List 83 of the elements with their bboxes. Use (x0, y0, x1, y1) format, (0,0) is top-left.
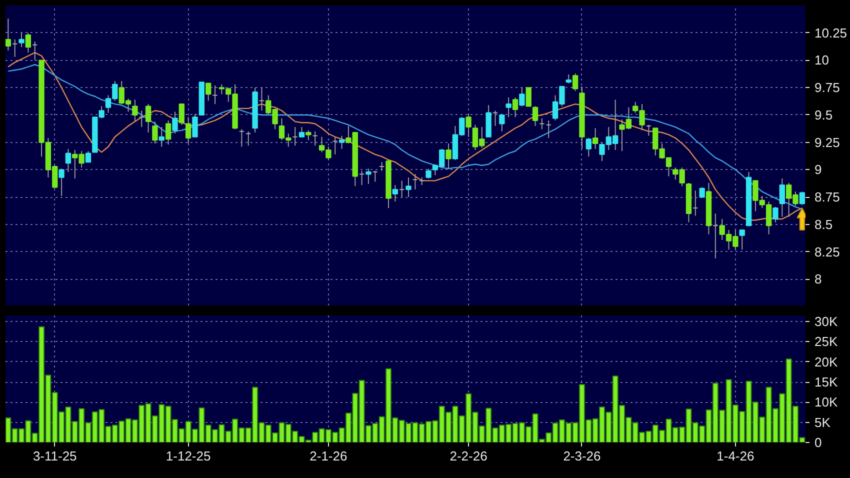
candlestick (172, 111, 178, 134)
y-tick-label: 20K (814, 354, 838, 370)
candlestick (512, 96, 518, 118)
candlestick (25, 32, 32, 54)
candlestick (238, 128, 245, 148)
y-tick-label: 10K (814, 394, 838, 410)
candlestick (292, 126, 298, 146)
candlestick (332, 136, 338, 155)
x-tick-label: 1-4-26 (716, 448, 754, 464)
candlestick (206, 82, 212, 102)
candlestick (412, 174, 418, 190)
candlestick (799, 191, 805, 206)
y-tick-label: 8.25 (814, 244, 840, 260)
candlestick (145, 104, 152, 134)
x-tick-label: 2-3-26 (563, 448, 601, 464)
candlestick (492, 110, 498, 126)
candlestick (132, 99, 138, 122)
candlestick (546, 120, 552, 138)
candlestick (499, 113, 505, 132)
candlestick (646, 124, 652, 136)
y-tick-label: 0 (814, 435, 822, 450)
candlestick (712, 213, 718, 259)
candlestick (178, 104, 184, 126)
y-tick-label: 8.5 (814, 216, 833, 232)
candlestick (779, 178, 785, 218)
candlestick (306, 130, 312, 141)
y-tick-label: 5K (814, 414, 831, 430)
candlestick (258, 87, 265, 112)
y-tick-label: 15K (814, 374, 838, 390)
candlestick (165, 120, 172, 146)
candlestick (398, 180, 405, 198)
candlestick (32, 41, 38, 61)
candlestick (18, 32, 24, 48)
candlestick (446, 142, 452, 170)
candlestick (392, 184, 398, 202)
y-tick-label: 9 (814, 162, 822, 178)
candlestick (526, 87, 532, 107)
candlestick (138, 110, 144, 128)
y-tick-label: 9.5 (814, 107, 833, 122)
y-tick-label: 9.25 (814, 134, 840, 150)
candlestick (58, 168, 64, 197)
candlestick (692, 190, 698, 216)
x-tick-label: 2-2-26 (450, 448, 488, 464)
candlestick (519, 87, 525, 107)
candlestick (358, 170, 365, 186)
candlestick (6, 18, 12, 51)
y-tick-label: 8.75 (814, 190, 840, 205)
candlestick (338, 135, 345, 150)
x-tick-label: 1-12-25 (166, 448, 211, 464)
candlestick (185, 116, 192, 144)
candlestick (298, 126, 305, 138)
candlestick (406, 176, 412, 198)
candlestick (212, 84, 218, 105)
candlestick (158, 126, 164, 148)
candlestick (532, 106, 538, 126)
candlestick (699, 186, 705, 198)
candlestick (539, 118, 545, 130)
candlestick (466, 113, 472, 138)
candlestick (366, 168, 372, 184)
candlestick (426, 168, 432, 179)
candlestick (572, 72, 578, 92)
candlestick (85, 150, 92, 163)
y-tick-label: 25K (814, 334, 838, 350)
candlestick (312, 130, 318, 146)
candlestick (246, 130, 252, 146)
candlestick (12, 38, 18, 58)
candlestick (65, 148, 72, 172)
candlestick (592, 128, 598, 150)
y-tick-label: 10 (814, 52, 829, 68)
candlestick (772, 206, 778, 223)
candlestick (192, 113, 198, 138)
y-tick-label: 10.25 (814, 25, 848, 40)
candlestick (586, 137, 592, 158)
x-tick-label: 2-1-26 (310, 448, 348, 464)
x-tick-label: 3-11-25 (32, 448, 77, 464)
y-tick-label: 9.75 (814, 80, 840, 96)
y-tick-label: 30K (814, 314, 838, 330)
candlestick (378, 162, 385, 172)
candlestick (152, 121, 158, 144)
candlestick (506, 96, 512, 118)
candlestick (739, 229, 745, 250)
y-tick-label: 8 (814, 272, 822, 287)
candlestick (372, 170, 378, 182)
